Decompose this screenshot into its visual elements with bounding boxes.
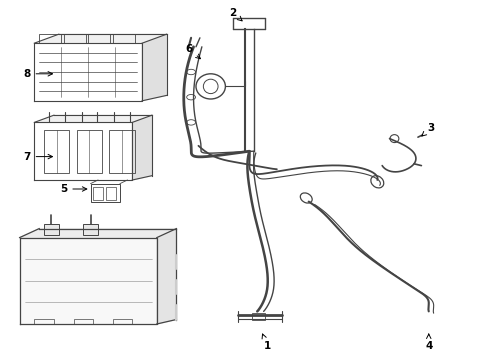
Bar [83, 224, 98, 235]
Text: 6: 6 [185, 44, 200, 59]
Text: 8: 8 [24, 69, 52, 79]
Polygon shape [142, 34, 167, 101]
Bar [34, 319, 54, 324]
Polygon shape [20, 238, 157, 324]
Polygon shape [132, 115, 152, 180]
Polygon shape [20, 229, 176, 238]
Text: 3: 3 [422, 123, 435, 136]
Polygon shape [34, 34, 167, 43]
Text: 1: 1 [262, 334, 270, 351]
Bar [64, 34, 86, 43]
Bar [77, 130, 102, 173]
Text: 2: 2 [229, 8, 242, 21]
Text: 5: 5 [60, 184, 87, 194]
Text: 4: 4 [425, 334, 433, 351]
Bar [74, 319, 93, 324]
Bar [113, 319, 132, 324]
Bar [44, 130, 70, 173]
Bar [93, 187, 103, 200]
Polygon shape [34, 115, 152, 122]
Polygon shape [157, 229, 176, 324]
Bar [88, 34, 110, 43]
Bar [91, 184, 120, 202]
Text: 7: 7 [23, 152, 52, 162]
Bar [113, 34, 135, 43]
Bar [252, 313, 265, 320]
Bar [109, 130, 135, 173]
Bar [39, 34, 61, 43]
Bar [106, 187, 116, 200]
Bar [44, 224, 59, 235]
